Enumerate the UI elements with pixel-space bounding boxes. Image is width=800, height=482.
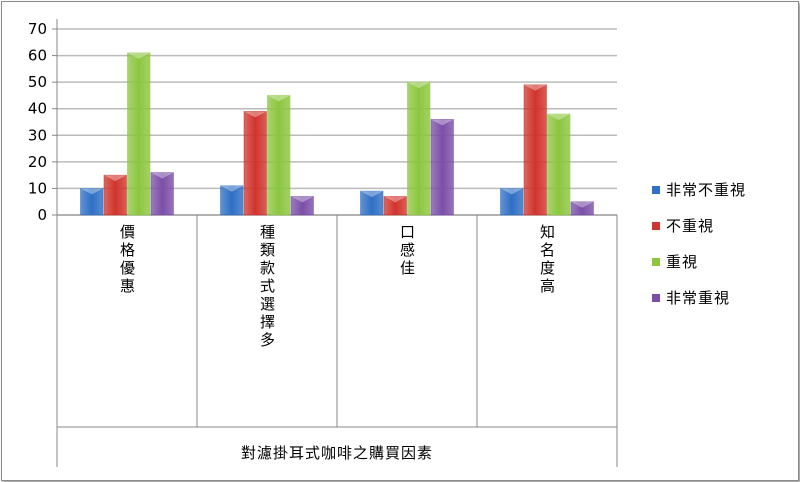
y-tick-label: 30 xyxy=(28,126,47,144)
bar xyxy=(267,95,291,216)
bar xyxy=(360,190,384,216)
legend-item: 非常重視 xyxy=(652,287,730,308)
x-axis-title: 對濾掛耳式咖啡之購買因素 xyxy=(240,444,433,462)
bar xyxy=(103,174,127,216)
bar-highlight xyxy=(431,119,454,126)
y-tick-label: 0 xyxy=(37,206,47,224)
bar xyxy=(383,196,407,216)
bar xyxy=(547,113,571,216)
legend-swatch xyxy=(652,293,660,302)
bar-highlight xyxy=(80,188,103,195)
bar xyxy=(500,188,524,216)
bar-highlight xyxy=(360,191,383,198)
bar xyxy=(570,201,594,216)
legend-item: 重視 xyxy=(652,251,698,272)
bar-highlight xyxy=(500,188,523,195)
bar-highlight xyxy=(267,95,290,102)
y-tick-label: 50 xyxy=(28,73,47,91)
category-label: 價格優惠 xyxy=(118,224,136,296)
bar-highlight xyxy=(244,111,267,118)
y-tick-label: 20 xyxy=(28,153,47,171)
y-tick-label: 10 xyxy=(28,179,47,197)
bar xyxy=(220,185,244,216)
bar-highlight xyxy=(104,175,127,182)
bar-highlight xyxy=(524,84,547,91)
bar-highlight xyxy=(151,172,174,179)
legend-swatch xyxy=(652,257,660,266)
legend-item: 不重視 xyxy=(652,215,714,236)
legend-label: 不重視 xyxy=(666,217,715,235)
bar xyxy=(407,81,431,216)
legend-label: 非常不重視 xyxy=(666,181,747,199)
bar-highlight xyxy=(220,185,243,192)
bar-highlight xyxy=(571,201,594,208)
bar xyxy=(80,188,104,216)
bar xyxy=(150,172,174,216)
legend-label: 重視 xyxy=(666,253,699,271)
bar xyxy=(127,52,151,216)
y-tick-label: 60 xyxy=(28,47,47,65)
bar-highlight xyxy=(407,82,430,89)
y-tick-label: 40 xyxy=(28,100,47,118)
bar xyxy=(430,119,454,216)
bar-highlight xyxy=(291,196,314,203)
legend-swatch xyxy=(652,221,660,230)
legend-swatch xyxy=(652,185,660,194)
bar-highlight xyxy=(127,52,150,59)
bar-highlight xyxy=(384,196,407,203)
category-label: 種類款式選擇多 xyxy=(258,224,276,350)
legend-label: 非常重視 xyxy=(666,289,731,307)
legend-item: 非常不重視 xyxy=(652,179,746,200)
bar xyxy=(290,196,314,216)
bar-highlight xyxy=(547,114,570,121)
bar xyxy=(243,111,267,216)
y-tick-label: 70 xyxy=(28,20,47,38)
bar xyxy=(523,84,547,216)
category-label: 知名度高 xyxy=(538,224,556,296)
category-label: 口感佳 xyxy=(398,224,416,278)
